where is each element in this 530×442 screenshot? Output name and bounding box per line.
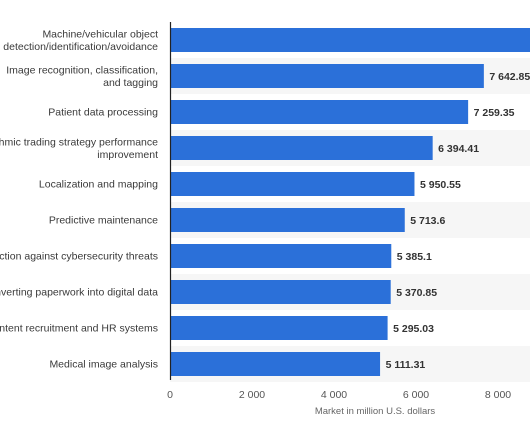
bars [170, 28, 530, 376]
category-label: Predictive maintenance [49, 215, 158, 227]
category-label: detection/identification/avoidance [3, 41, 158, 53]
category-label: Machine/vehicular object [42, 28, 158, 40]
bar [170, 136, 433, 160]
x-tick-label: 4 000 [321, 389, 347, 401]
x-tick-label: 6 000 [403, 389, 429, 401]
value-label: 5 713.6 [410, 215, 445, 227]
category-label: improvement [97, 149, 158, 161]
category-label: and tagging [103, 77, 158, 89]
x-axis-title: Market in million U.S. dollars [315, 406, 436, 417]
category-label: Converting paperwork into digital data [0, 287, 158, 299]
value-label: 7 642.85 [489, 71, 530, 83]
category-label: Protection against cybersecurity threats [0, 251, 158, 263]
value-labels: 7 642.85 7 259.35 6 394.41 5 950.55 5 713.6 5… [386, 71, 530, 371]
bar [170, 352, 381, 376]
x-axis-ticks: 0 2 000 4 000 6 000 8 000 [167, 389, 511, 401]
value-label: 6 394.41 [438, 143, 479, 155]
bar [170, 208, 405, 232]
bar [170, 64, 484, 88]
value-label: 7 259.35 [474, 107, 515, 119]
category-label: Medical image analysis [49, 359, 158, 371]
category-label: Patient data processing [48, 107, 158, 119]
x-tick-label: 8 000 [485, 389, 511, 401]
category-label: Localization and mapping [39, 179, 158, 191]
category-label: Image recognition, classification, [6, 64, 158, 76]
value-label: 5 385.1 [397, 251, 432, 263]
value-label: 5 370.85 [396, 287, 437, 299]
x-tick-label: 0 [167, 389, 173, 401]
bar [170, 244, 392, 268]
value-label: 5 295.03 [393, 323, 434, 335]
category-label: Algorithmic trading strategy performance [0, 136, 158, 148]
value-label: 5 111.31 [386, 359, 426, 371]
value-label: 5 950.55 [420, 179, 461, 191]
category-label: Content recruitment and HR systems [0, 323, 158, 335]
x-tick-label: 2 000 [239, 389, 265, 401]
bar [170, 316, 388, 340]
category-labels: Machine/vehicular objectdetection/identi… [0, 28, 158, 370]
bar [170, 172, 415, 196]
bar [170, 28, 530, 52]
bar [170, 280, 391, 304]
bar [170, 100, 469, 124]
